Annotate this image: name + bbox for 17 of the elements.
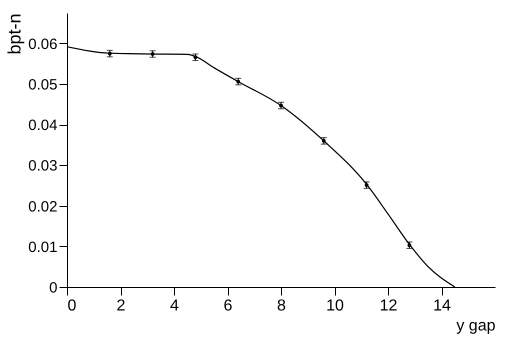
y-tick-label: 0.02 bbox=[28, 198, 58, 216]
x-tick-label: 0 bbox=[68, 298, 76, 314]
y-tick-label: 0.03 bbox=[28, 158, 58, 175]
x-tick-label: 8 bbox=[277, 298, 286, 314]
y-tick-label: 0.06 bbox=[28, 36, 58, 53]
x-tick-label: 12 bbox=[380, 298, 398, 314]
x-tick-label: 4 bbox=[170, 298, 180, 314]
y-tick-label: 0.01 bbox=[28, 238, 58, 256]
x-tick-label: 2 bbox=[116, 298, 126, 314]
y-tick-label: 0 bbox=[49, 280, 58, 296]
x-tick-label: 6 bbox=[224, 298, 233, 314]
x-axis-title: y gap bbox=[456, 318, 496, 334]
x-tick-label: 14 bbox=[433, 298, 451, 314]
y-axis-title: bpt-n bbox=[4, 14, 24, 55]
y-tick-label: 0.05 bbox=[28, 76, 58, 94]
x-tick-label: 10 bbox=[326, 298, 344, 314]
y-tick-label: 0.04 bbox=[28, 117, 58, 134]
